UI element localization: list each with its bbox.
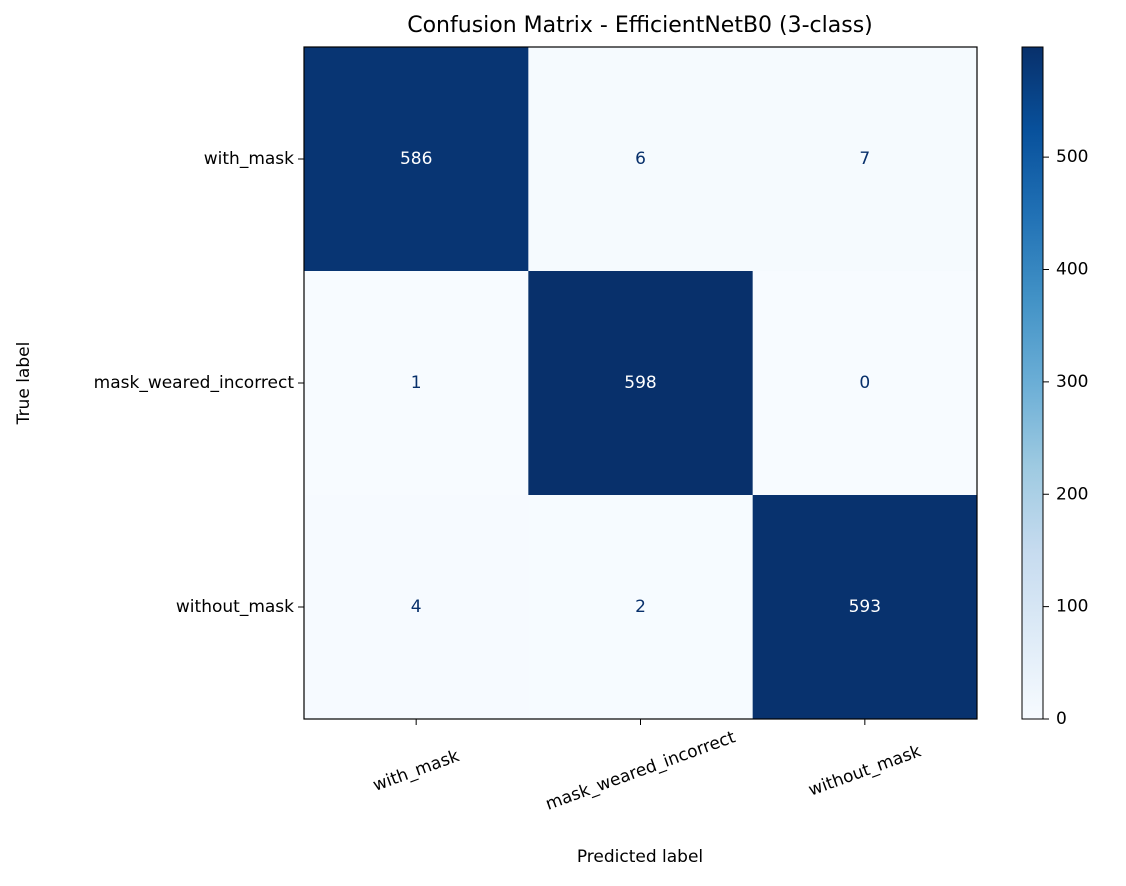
x-axis-label: Predicted label xyxy=(577,847,703,867)
cell-label: 2 xyxy=(635,597,646,617)
cell-label: 598 xyxy=(624,373,656,393)
cell-label: 4 xyxy=(411,597,422,617)
cell xyxy=(304,495,529,720)
x-tick-label: with_mask xyxy=(370,746,462,796)
cell xyxy=(752,47,978,272)
chart-title: Confusion Matrix - EfficientNetB0 (3-cla… xyxy=(407,13,873,38)
x-tick-label: without_mask xyxy=(806,741,924,800)
colorbar-tick-label: 300 xyxy=(1056,372,1088,392)
cell-label: 7 xyxy=(859,149,870,169)
cell-label: 586 xyxy=(400,149,432,169)
colorbar-tick-label: 200 xyxy=(1056,484,1088,504)
y-tick-label: without_mask xyxy=(176,597,294,617)
x-tick-label: mask_weared_incorrect xyxy=(543,727,738,814)
cell-label: 0 xyxy=(859,373,870,393)
cell xyxy=(528,47,754,272)
cell-label: 1 xyxy=(411,373,422,393)
colorbar-tick-label: 100 xyxy=(1056,597,1088,617)
colorbar-tick-label: 0 xyxy=(1056,709,1067,729)
y-tick-label: with_mask xyxy=(204,149,294,169)
cell xyxy=(528,495,754,720)
y-axis-label: True label xyxy=(14,342,34,426)
cell-label: 593 xyxy=(849,597,881,617)
cell-label: 6 xyxy=(635,149,646,169)
colorbar-tick-label: 400 xyxy=(1056,260,1088,280)
colorbar xyxy=(1021,46,1044,720)
cell xyxy=(304,271,529,496)
y-tick-label: mask_weared_incorrect xyxy=(94,373,295,393)
colorbar-tick-label: 500 xyxy=(1056,147,1088,167)
cell xyxy=(752,495,978,720)
cell xyxy=(528,271,754,496)
cell xyxy=(304,47,529,272)
cell xyxy=(752,271,978,496)
